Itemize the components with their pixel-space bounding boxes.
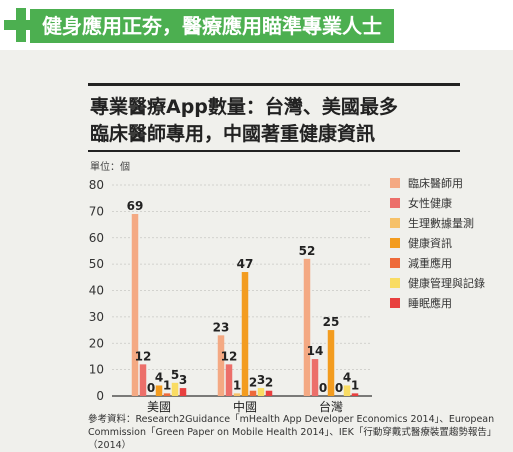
y-tick-label: 80 — [89, 178, 104, 192]
bar — [217, 335, 225, 396]
source-line-2: Commission「Green Paper on Mobile Health … — [88, 427, 497, 451]
bar — [225, 364, 233, 396]
bar — [163, 393, 171, 396]
data-label: 14 — [307, 344, 324, 358]
legend-label: 生理數據量測 — [408, 217, 474, 230]
x-category-label: 台灣 — [319, 399, 343, 414]
legend-item: 女性健康 — [390, 193, 485, 213]
chart-title-line-2: 臨床醫師專用，中國著重健康資訊 — [90, 123, 376, 145]
bar — [241, 272, 249, 396]
legend-item: 生理數據量測 — [390, 213, 485, 233]
y-tick-label: 30 — [89, 310, 104, 324]
data-label: 23 — [213, 320, 230, 334]
plus-icon — [4, 8, 38, 42]
chart-legend: 臨床醫師用女性健康生理數據量測 健康資訊減重應用健康管理與記錄 睡眠應用 — [390, 173, 485, 313]
y-tick-label: 0 — [96, 389, 104, 403]
data-label: 3 — [179, 373, 187, 387]
chart-title: 專業醫療App數量：台灣、美國最多 臨床醫師專用，中國著重健康資訊 — [90, 94, 490, 148]
bar — [257, 388, 265, 396]
legend-swatch — [390, 278, 400, 288]
data-label: 12 — [135, 349, 152, 363]
data-label: 0 — [147, 381, 155, 395]
bar — [351, 393, 359, 396]
data-label: 1 — [163, 378, 171, 392]
legend-swatch — [390, 258, 400, 268]
data-label: 1 — [233, 378, 241, 392]
bar — [303, 258, 311, 396]
title-top-rule — [88, 83, 460, 86]
header-title: 健身應用正夯，醫療應用瞄準專業人士 — [30, 9, 394, 43]
data-label: 4 — [343, 370, 351, 384]
data-label: 5 — [171, 368, 179, 382]
bar — [311, 359, 319, 396]
legend-swatch — [390, 178, 400, 188]
bar — [171, 382, 179, 396]
data-label: 69 — [127, 199, 144, 213]
unit-label: 單位：個 — [90, 162, 130, 173]
legend-label: 健康管理與記錄 — [408, 277, 485, 290]
legend-label: 臨床醫師用 — [408, 177, 463, 190]
legend-swatch — [390, 198, 400, 208]
data-label: 4 — [155, 370, 163, 384]
x-category-label: 中國 — [233, 399, 257, 414]
data-label: 47 — [237, 257, 254, 271]
legend-item: 健康管理與記錄 — [390, 273, 485, 293]
y-tick-label: 50 — [89, 257, 104, 271]
legend-swatch — [390, 218, 400, 228]
data-label: 3 — [257, 373, 265, 387]
legend-label: 睡眠應用 — [408, 297, 452, 310]
legend-swatch — [390, 238, 400, 248]
y-tick-label: 70 — [89, 204, 104, 218]
y-tick-label: 40 — [89, 284, 104, 298]
bar — [327, 330, 335, 396]
source-line-1: 參考資料：Research2Guidance「mHealth App Devel… — [88, 414, 495, 425]
source-note: 參考資料：Research2Guidance「mHealth App Devel… — [88, 413, 508, 452]
data-label: 1 — [351, 378, 359, 392]
chart-title-line-1: 專業醫療App數量：台灣、美國最多 — [90, 96, 398, 118]
legend-item: 減重應用 — [390, 253, 485, 273]
bar — [139, 364, 147, 396]
bar — [343, 385, 351, 396]
legend-label: 女性健康 — [408, 197, 452, 210]
data-label: 2 — [249, 376, 257, 390]
legend-label: 健康資訊 — [408, 237, 452, 250]
y-tick-label: 10 — [89, 363, 104, 377]
bar — [155, 385, 163, 396]
y-tick-label: 60 — [89, 231, 104, 245]
legend-item: 睡眠應用 — [390, 293, 485, 313]
data-label: 25 — [323, 315, 340, 329]
legend-swatch — [390, 298, 400, 308]
header-bar: 健身應用正夯，醫療應用瞄準專業人士 — [0, 0, 513, 50]
bar — [131, 214, 139, 396]
x-category-label: 美國 — [147, 400, 171, 414]
data-label: 0 — [319, 381, 327, 395]
data-label: 0 — [335, 381, 343, 395]
y-tick-label: 20 — [89, 336, 104, 350]
legend-label: 減重應用 — [408, 257, 452, 270]
data-label: 2 — [265, 376, 273, 390]
title-bottom-rule — [88, 150, 460, 152]
data-label: 12 — [221, 349, 238, 363]
bar — [265, 390, 273, 396]
data-label: 52 — [299, 244, 316, 258]
legend-item: 臨床醫師用 — [390, 173, 485, 193]
bar — [233, 393, 241, 396]
bar — [179, 388, 187, 396]
bar — [249, 390, 257, 396]
legend-item: 健康資訊 — [390, 233, 485, 253]
